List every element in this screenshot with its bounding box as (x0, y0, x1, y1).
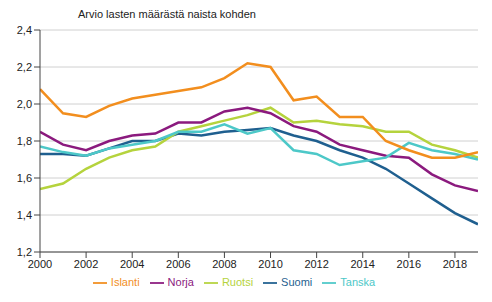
svg-text:2,4: 2,4 (17, 24, 32, 36)
svg-text:2016: 2016 (397, 258, 421, 270)
svg-text:2008: 2008 (212, 258, 236, 270)
html-text:Suomi: Suomi (281, 276, 313, 288)
html-text:Islanti: Islanti (110, 276, 140, 288)
svg-text:2002: 2002 (74, 258, 98, 270)
svg-text:2000: 2000 (28, 258, 52, 270)
svg-text:1,2: 1,2 (17, 246, 32, 258)
svg-text:1,6: 1,6 (17, 172, 32, 184)
svg-text:2,0: 2,0 (17, 98, 32, 110)
svg-text:2004: 2004 (120, 258, 144, 270)
html-text:Ruotsi: Ruotsi (221, 276, 254, 288)
svg-text:2012: 2012 (304, 258, 328, 270)
svg-text:1,4: 1,4 (17, 209, 32, 221)
svg-text:2010: 2010 (258, 258, 282, 270)
html-text:Tanska: Tanska (340, 276, 376, 288)
svg-text:2,2: 2,2 (17, 61, 32, 73)
svg-text:2018: 2018 (443, 258, 467, 270)
html-text:Norja: Norja (167, 276, 194, 288)
svg-text:2014: 2014 (350, 258, 374, 270)
svg-text:2006: 2006 (166, 258, 190, 270)
html-text:Arvio lasten määrästä naista k: Arvio lasten määrästä naista kohden (78, 8, 256, 20)
svg-text:1,8: 1,8 (17, 135, 32, 147)
